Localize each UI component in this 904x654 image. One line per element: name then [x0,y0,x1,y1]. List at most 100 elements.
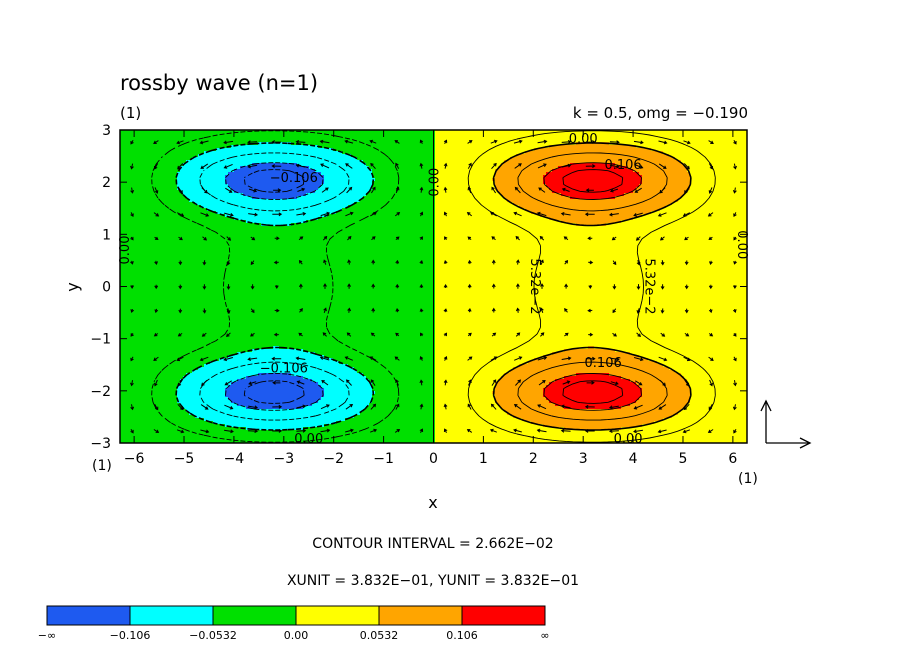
vector-arrow [369,139,377,144]
vector-arrow [154,236,159,241]
vector-arrow [684,284,689,290]
vector-arrow [636,332,641,338]
vector-arrow [513,428,522,433]
vector-arrow [659,236,665,241]
vector-arrow [467,186,472,194]
vector-arrow [585,188,594,193]
vector-arrow [177,403,184,411]
vector-arrow [513,404,522,410]
vector-arrow [684,308,689,314]
vector-arrow [273,188,282,193]
vector-arrow [633,212,643,217]
vector-arrow [658,163,667,169]
vector-arrow [419,236,423,240]
vector-arrow [130,404,135,411]
vector-arrow [272,212,283,217]
vector-arrow [370,212,377,217]
vector-arrow [443,139,448,145]
vector-arrow [226,284,231,290]
vector-arrow [323,307,327,313]
vector-arrow [538,187,546,193]
y-tick-label: 2 [102,175,111,191]
vector-arrow [298,332,303,337]
vector-arrow [419,284,424,288]
vector-arrow [733,260,737,265]
vector-arrow [130,428,134,434]
vector-arrow [199,356,209,362]
vector-arrow [224,380,232,386]
vector-arrow [321,380,329,386]
vector-arrow [369,356,377,361]
vector-arrow [538,380,546,386]
vector-arrow [537,163,547,169]
colorbar-label: 0.0532 [360,629,399,642]
vector-arrow [708,403,713,411]
vector-arrow [560,428,571,433]
vector-arrow [443,308,448,313]
vector-arrow [683,163,690,170]
x-tick-label: 4 [629,451,638,467]
contour-label: 0.00 [294,432,323,447]
y-axis-label: y [63,282,82,291]
vector-arrow [177,332,183,337]
contour-label: 0.00 [569,132,598,147]
vector-arrow [563,236,569,241]
contour-interval-text: CONTOUR INTERVAL = 2.662E−02 [312,536,553,552]
vector-arrow [537,404,547,410]
vector-arrow [633,357,644,362]
vector-arrow [612,332,617,337]
vector-arrow [271,356,282,361]
vector-arrow [564,259,569,265]
x-tick-label: −5 [174,451,195,467]
contour-fill [120,130,747,443]
vector-arrow [609,164,620,169]
vector-arrow [419,308,424,313]
vector-arrow [344,356,353,361]
vector-arrow [732,404,737,411]
vector-arrow [560,211,571,216]
vector-arrow [296,211,307,216]
vector-arrow [659,379,666,387]
vector-arrow [130,236,134,241]
vector-arrow [539,235,545,241]
vector-arrow [200,212,210,217]
vector-arrow [585,356,596,361]
vector-arrow [130,356,134,362]
vector-arrow [467,332,472,337]
colorbar-swatch [295,605,380,626]
vector-arrow [490,403,497,410]
y-tick-label: 1 [102,227,111,243]
vector-arrow [491,236,496,241]
x-tick-label: −1 [373,451,394,467]
x-tick-label: −6 [124,451,145,467]
vector-arrow [176,212,185,217]
vector-arrow [443,403,448,410]
vector-arrow [130,139,134,145]
vector-arrow [298,236,304,241]
vector-arrow [272,380,281,385]
contour-label: 0.106 [585,356,622,371]
vector-arrow [659,187,666,194]
colorbar-swatch [129,605,214,626]
vector-arrow [657,429,667,434]
vector-arrow [683,140,691,145]
subtitle-left: (1) [120,104,141,122]
vector-arrows [130,139,737,434]
vector-arrow [200,429,210,434]
vector-arrow [561,163,572,168]
vector-arrow [513,211,522,217]
vector-arrow [370,379,376,386]
vector-arrow [323,283,327,289]
vector-arrow [515,379,522,386]
vector-arrow [443,162,448,169]
vector-arrow [395,259,400,265]
vector-arrow [201,187,208,194]
vector-arrow [588,260,594,265]
x-axis-ticks: −6 −5 −4 −3 −2 −1 0 1 2 3 4 5 6 [124,130,737,467]
vector-arrow [585,164,596,169]
vector-arrow [250,260,255,266]
vector-arrow [323,259,327,265]
vector-arrow [322,332,327,337]
x-unit-marker-left: (1) [92,458,112,474]
vector-arrow [320,163,330,169]
